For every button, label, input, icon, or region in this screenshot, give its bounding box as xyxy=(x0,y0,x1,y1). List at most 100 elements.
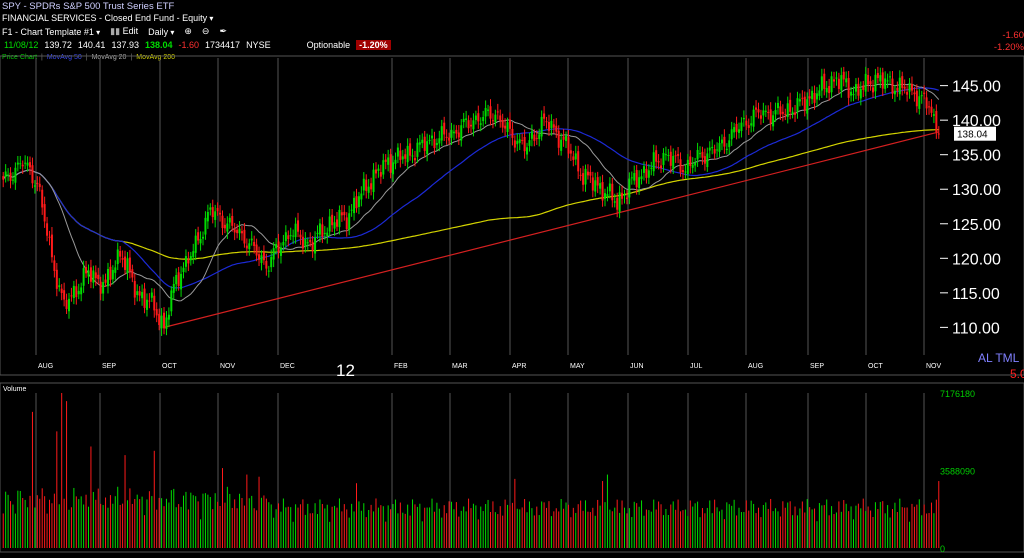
candle-body xyxy=(496,111,499,113)
candle-body xyxy=(277,241,280,253)
candle-body xyxy=(818,90,821,96)
candle-body xyxy=(820,76,823,91)
candle-body xyxy=(733,127,736,133)
candle-body xyxy=(389,154,392,173)
candle-body xyxy=(409,143,412,156)
candle-body xyxy=(199,238,202,244)
volume-tick-label: 0 xyxy=(940,544,945,554)
candle-body xyxy=(589,171,592,176)
legend-price[interactable]: Price Chart xyxy=(2,54,38,61)
candle-body xyxy=(565,135,568,142)
candle-body xyxy=(36,182,39,185)
candle-body xyxy=(370,183,373,190)
candle-body xyxy=(260,255,263,263)
candle-body xyxy=(652,152,655,172)
candle-body xyxy=(438,138,441,144)
draw-line-icon[interactable]: ✒ xyxy=(219,26,227,36)
candle-body xyxy=(460,125,463,141)
ma200-line xyxy=(2,129,939,260)
ma50-line xyxy=(2,87,939,289)
candle-body xyxy=(338,209,341,228)
edit-label: Edit xyxy=(122,26,139,36)
month-label: OCT xyxy=(162,363,178,370)
candle-body xyxy=(703,156,706,164)
candle-body xyxy=(29,162,32,168)
candle-body xyxy=(621,192,624,199)
candle-body xyxy=(75,286,78,298)
candle-body xyxy=(803,96,806,111)
candle-body xyxy=(48,236,51,238)
candle-body xyxy=(867,74,870,85)
quote-low: 137.93 xyxy=(111,40,139,50)
candle-body xyxy=(494,114,497,123)
candle-body xyxy=(58,285,61,288)
month-label: MAR xyxy=(452,363,468,370)
candle-body xyxy=(384,159,387,162)
candle-body xyxy=(745,120,748,126)
candle-body xyxy=(650,167,653,169)
candle-body xyxy=(236,229,239,234)
candle-body xyxy=(433,138,436,148)
candle-body xyxy=(755,107,758,110)
candle-body xyxy=(462,118,465,123)
candle-body xyxy=(735,123,738,132)
price-tick-label: 140.00 xyxy=(952,113,1001,130)
zoom-out-icon[interactable]: ⊖ xyxy=(201,26,210,36)
candle-body xyxy=(852,94,855,96)
candle-body xyxy=(126,258,129,273)
candle-body xyxy=(357,196,360,208)
candle-body xyxy=(667,154,670,156)
classification-label: FINANCIAL SERVICES - Closed End Fund - E… xyxy=(2,13,213,23)
candle-body xyxy=(796,98,799,112)
candle-body xyxy=(33,185,36,187)
candle-body xyxy=(413,158,416,161)
candle-body xyxy=(270,257,273,268)
candle-body xyxy=(340,212,343,216)
candle-body xyxy=(789,99,792,112)
legend-ma20[interactable]: MovAvg 20 xyxy=(91,54,127,61)
candle-body xyxy=(445,136,448,138)
candle-body xyxy=(401,156,404,160)
candle-body xyxy=(526,147,529,155)
candle-body xyxy=(889,76,892,78)
template-dropdown[interactable]: F1 - Chart Template #1 xyxy=(2,27,100,37)
candle-body xyxy=(399,150,402,161)
candle-body xyxy=(187,259,190,264)
candle-body xyxy=(182,267,185,273)
candle-body xyxy=(367,186,370,193)
candle-body xyxy=(716,149,719,151)
candle-body xyxy=(243,229,246,244)
candle-body xyxy=(253,241,256,247)
candle-body xyxy=(133,280,136,298)
quote-open: 139.72 xyxy=(44,40,72,50)
candle-body xyxy=(881,72,884,89)
candle-body xyxy=(625,197,628,200)
candle-body xyxy=(175,275,178,285)
candle-body xyxy=(221,215,224,229)
candle-body xyxy=(262,252,265,261)
candle-body xyxy=(847,77,850,98)
month-label: JUN xyxy=(630,363,644,370)
candle-body xyxy=(448,137,451,141)
classification-dropdown[interactable]: FINANCIAL SERVICES - Closed End Fund - E… xyxy=(2,13,213,23)
zoom-in-icon[interactable]: ⊕ xyxy=(184,26,192,36)
legend-ma50[interactable]: MovAvg 50 xyxy=(46,54,82,61)
edit-button[interactable]: ▮▮ Edit xyxy=(110,26,138,37)
candle-body xyxy=(830,76,833,93)
month-label: SEP xyxy=(810,363,824,370)
candle-body xyxy=(124,256,127,270)
candle-body xyxy=(250,238,253,241)
period-dropdown[interactable]: Daily xyxy=(148,27,174,37)
candle-body xyxy=(840,75,843,91)
candle-body xyxy=(194,235,197,253)
candle-body xyxy=(684,171,687,173)
candle-body xyxy=(918,96,921,109)
legend-ma200[interactable]: MovAvg 200 xyxy=(136,54,176,61)
candle-body xyxy=(845,78,848,83)
candle-body xyxy=(323,232,326,234)
candle-body xyxy=(913,92,916,95)
candle-body xyxy=(301,236,304,249)
candle-body xyxy=(92,270,95,283)
candle-body xyxy=(416,142,419,157)
